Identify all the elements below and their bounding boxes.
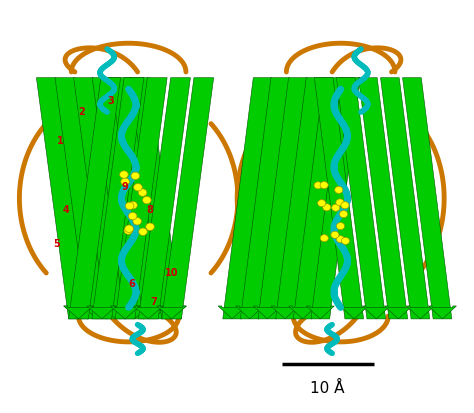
Circle shape (124, 227, 133, 234)
Text: 1: 1 (57, 136, 64, 146)
Circle shape (139, 228, 147, 235)
Circle shape (146, 223, 155, 230)
FancyArrow shape (384, 306, 412, 319)
Text: 9: 9 (122, 182, 128, 192)
Text: 8: 8 (146, 205, 154, 215)
FancyArrow shape (134, 306, 163, 319)
FancyArrow shape (101, 306, 130, 319)
Circle shape (126, 202, 134, 210)
FancyArrow shape (362, 306, 390, 319)
Circle shape (320, 182, 328, 189)
FancyArrow shape (340, 306, 368, 319)
FancyArrow shape (218, 306, 246, 319)
FancyArrow shape (157, 306, 186, 319)
Polygon shape (258, 78, 307, 319)
FancyArrow shape (64, 306, 93, 319)
FancyArrow shape (119, 306, 149, 319)
Polygon shape (223, 78, 272, 319)
Circle shape (131, 172, 140, 180)
Polygon shape (240, 78, 290, 319)
Circle shape (143, 196, 151, 204)
Text: 6: 6 (129, 280, 136, 290)
Polygon shape (162, 78, 214, 319)
Circle shape (331, 231, 339, 238)
Text: 4: 4 (63, 205, 69, 215)
Circle shape (332, 204, 340, 211)
FancyArrow shape (110, 306, 140, 319)
FancyArrow shape (87, 306, 117, 319)
Polygon shape (111, 78, 163, 319)
Polygon shape (115, 78, 167, 319)
Polygon shape (92, 78, 144, 319)
FancyArrow shape (138, 306, 168, 319)
Polygon shape (402, 78, 452, 319)
Circle shape (121, 178, 129, 185)
Polygon shape (55, 78, 107, 319)
Circle shape (318, 199, 326, 207)
Text: 7: 7 (150, 297, 157, 307)
Circle shape (339, 211, 347, 218)
Polygon shape (314, 78, 364, 319)
Circle shape (138, 189, 147, 196)
FancyArrow shape (271, 306, 299, 319)
Polygon shape (73, 78, 126, 319)
Circle shape (336, 199, 344, 206)
FancyArrow shape (406, 306, 434, 319)
FancyArrow shape (64, 306, 93, 319)
Polygon shape (129, 78, 182, 319)
Circle shape (323, 204, 331, 211)
Polygon shape (92, 78, 144, 319)
Polygon shape (276, 78, 325, 319)
Circle shape (128, 212, 137, 220)
Circle shape (119, 171, 128, 178)
Text: 3: 3 (107, 96, 114, 106)
Circle shape (125, 225, 133, 233)
Circle shape (314, 182, 322, 189)
Text: 10: 10 (165, 268, 178, 278)
Text: 10 Å: 10 Å (310, 381, 345, 396)
FancyArrow shape (428, 306, 456, 319)
FancyArrow shape (157, 306, 186, 319)
Polygon shape (381, 78, 430, 319)
FancyArrow shape (289, 306, 317, 319)
Circle shape (337, 236, 345, 243)
Circle shape (337, 223, 345, 230)
FancyArrow shape (236, 306, 264, 319)
FancyArrow shape (306, 306, 334, 319)
Polygon shape (69, 78, 120, 319)
FancyArrow shape (254, 306, 282, 319)
Circle shape (320, 235, 328, 242)
Polygon shape (293, 78, 343, 319)
Circle shape (134, 183, 142, 191)
Circle shape (341, 237, 349, 244)
Text: 2: 2 (79, 107, 85, 117)
Circle shape (133, 218, 141, 225)
Polygon shape (138, 78, 191, 319)
FancyArrow shape (82, 306, 112, 319)
Polygon shape (311, 78, 360, 319)
Circle shape (335, 186, 343, 193)
Circle shape (129, 202, 137, 209)
Text: 5: 5 (54, 239, 60, 249)
Polygon shape (36, 78, 88, 319)
Polygon shape (358, 78, 408, 319)
Polygon shape (337, 78, 386, 319)
Circle shape (341, 202, 349, 209)
